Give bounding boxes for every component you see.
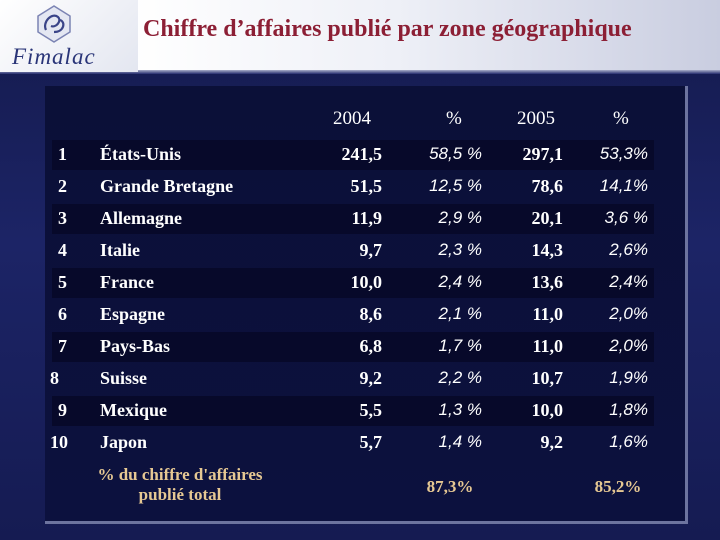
percent-2005: 1,9% — [609, 368, 648, 387]
percent-2005: 1,8% — [609, 400, 648, 419]
value-2005: 297,1 — [522, 144, 564, 164]
footer-total-2005: 85,2% — [594, 477, 642, 496]
percent-2004: 1,4 % — [438, 432, 482, 451]
logo-text: Fimalac — [12, 44, 96, 69]
value-2004: 9,7 — [359, 240, 383, 260]
footer-label-line2: publié total — [138, 485, 222, 504]
percent-2005: 2,4% — [609, 272, 648, 291]
row-stripe — [52, 332, 654, 362]
value-2004: 5,5 — [359, 400, 383, 420]
percent-2005: 14,1% — [599, 176, 648, 195]
row-country: États-Unis — [100, 144, 182, 164]
percent-2004: 2,1 % — [438, 304, 482, 323]
value-2004: 51,5 — [350, 176, 383, 196]
value-2004: 8,6 — [359, 304, 383, 324]
row-rank: 4 — [58, 240, 67, 260]
percent-2004: 2,9 % — [438, 208, 482, 227]
percent-2004: 1,7 % — [438, 336, 482, 355]
value-2005: 78,6 — [531, 176, 564, 196]
row-country: Suisse — [100, 368, 148, 388]
row-rank: 9 — [58, 400, 67, 420]
row-country: Mexique — [100, 400, 167, 420]
row-rank: 1 — [58, 144, 67, 164]
footer-total-2004: 87,3% — [426, 477, 474, 496]
value-2005: 14,3 — [531, 240, 564, 260]
row-rank: 7 — [58, 336, 67, 356]
row-stripe — [52, 140, 654, 170]
row-rank: 5 — [58, 272, 67, 292]
header-shadow — [0, 70, 720, 74]
value-2004: 10,0 — [350, 272, 383, 292]
value-2005: 13,6 — [531, 272, 564, 292]
percent-2005: 2,0% — [609, 336, 648, 355]
row-rank: 6 — [58, 304, 67, 324]
percent-2004: 12,5 % — [429, 176, 482, 195]
column-header-2004: 2004 — [333, 108, 371, 129]
value-2005: 20,1 — [531, 208, 564, 228]
row-country: Italie — [100, 240, 140, 260]
value-2005: 11,0 — [532, 336, 563, 356]
percent-2004: 58,5 % — [429, 144, 482, 163]
page-title: Chiffre d’affaires publié par zone géogr… — [143, 16, 632, 42]
value-2004: 241,5 — [341, 144, 383, 164]
percent-2004: 1,3 % — [438, 400, 482, 419]
value-2005: 10,7 — [531, 368, 564, 388]
row-country: Allemagne — [100, 208, 182, 228]
percent-2005: 3,6 % — [604, 208, 648, 227]
percent-2005: 1,6% — [609, 432, 648, 451]
row-country: Japon — [100, 432, 148, 452]
percent-2004: 2,4 % — [438, 272, 482, 291]
row-country: Pays-Bas — [100, 336, 171, 356]
row-stripe — [52, 396, 654, 426]
percent-2005: 2,6% — [609, 240, 648, 259]
percent-2005: 53,3% — [599, 144, 648, 163]
footer-label-line1: % du chiffre d'affaires — [97, 465, 263, 484]
value-2004: 5,7 — [359, 432, 383, 452]
value-2004: 6,8 — [359, 336, 383, 356]
value-2004: 11,9 — [351, 208, 382, 228]
row-rank: 10 — [50, 432, 68, 452]
row-country: Espagne — [100, 304, 166, 324]
percent-2004: 2,3 % — [438, 240, 482, 259]
fimalac-emblem-icon — [37, 5, 71, 43]
row-rank: 2 — [58, 176, 67, 196]
column-header-2005: 2005 — [517, 108, 555, 129]
value-2004: 9,2 — [359, 368, 383, 388]
row-rank: 3 — [58, 208, 67, 228]
row-rank: 8 — [50, 368, 59, 388]
logo: Fimalac — [0, 0, 138, 72]
percent-2005: 2,0% — [609, 304, 648, 323]
value-2005: 9,2 — [540, 432, 564, 452]
percent-2004: 2,2 % — [438, 368, 482, 387]
value-2005: 11,0 — [532, 304, 563, 324]
value-2005: 10,0 — [531, 400, 564, 420]
row-stripe — [52, 268, 654, 298]
column-header-pct-2004: % — [446, 108, 462, 129]
row-country: France — [100, 272, 154, 292]
row-stripe — [52, 204, 654, 234]
footer-label: % du chiffre d'affaires publié total — [70, 465, 290, 505]
row-country: Grande Bretagne — [100, 176, 234, 196]
column-header-pct-2005: % — [613, 108, 629, 129]
